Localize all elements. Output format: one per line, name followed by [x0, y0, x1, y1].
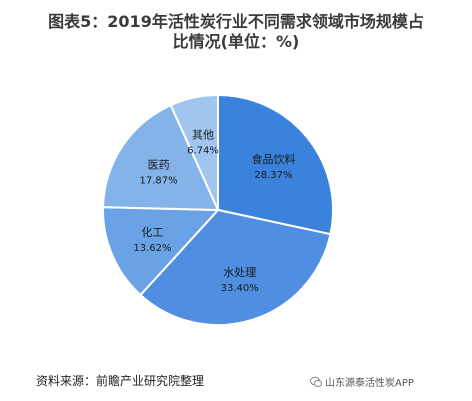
slice-label-3: 化工: [141, 225, 163, 239]
slice-value-5: 6.74%: [187, 145, 219, 156]
slice-value-2: 33.40%: [221, 283, 259, 294]
chart-title: 图表5：2019年活性炭行业不同需求领域市场规模占 比情况(单位：%): [0, 12, 472, 52]
slice-label-1: 食品饮料: [251, 152, 295, 166]
slice-value-1: 28.37%: [254, 170, 292, 181]
chart-title-line-1: 图表5：2019年活性炭行业不同需求领域市场规模占: [48, 12, 424, 31]
source-note: 资料来源：前瞻产业研究院整理: [36, 374, 205, 388]
slice-value-3: 13.62%: [133, 243, 171, 254]
slice-label-2: 水处理: [223, 266, 256, 279]
slice-label-5: 其他: [192, 128, 214, 141]
pie-slice-5: [169, 93, 219, 211]
pie-slice-1: [217, 93, 334, 236]
wechat-icon: [310, 376, 322, 387]
wechat-badge-label: 山东源泰活性炭APP: [325, 378, 414, 389]
pie-slice-2: [139, 208, 332, 326]
slice-value-4: 17.87%: [140, 176, 178, 187]
wechat-badge: 山东源泰活性炭APP: [310, 374, 414, 389]
pie-slice-4: [102, 103, 220, 212]
slice-label-4: 医药: [148, 159, 170, 172]
chart-title-line-2: 比情况(单位：%): [172, 32, 300, 51]
pie-slice-3: [102, 206, 221, 297]
